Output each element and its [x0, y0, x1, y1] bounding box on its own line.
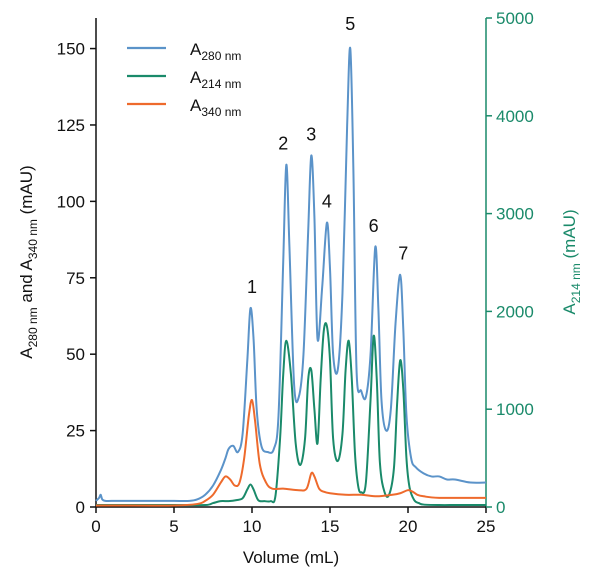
x-tick-label: 10	[243, 517, 262, 536]
y-right-title-tail: (mAU)	[560, 209, 579, 263]
y-right-title-sub: 214 nm	[569, 263, 583, 303]
y-left-tick-label: 0	[76, 498, 85, 517]
y-right-tick-label: 3000	[496, 205, 534, 224]
y-left-tick-label: 125	[57, 116, 85, 135]
y-left-tick-label: 50	[66, 345, 85, 364]
legend-a214-main: A	[190, 68, 202, 87]
y-right-ticks-group: 0 1000 2000 3000 4000 5000	[486, 9, 534, 517]
peak-label: 5	[345, 14, 355, 34]
legend-a340-sub: 340 nm	[201, 105, 241, 119]
peak-label: 3	[306, 124, 316, 144]
series-line-a214	[96, 322, 486, 507]
y-left-ticks-group: 0 25 50 75 100 125 150	[57, 40, 96, 517]
y-right-tick-label: 2000	[496, 302, 534, 321]
y-left-title-mid: and A	[17, 258, 36, 307]
y-right-tick-label: 0	[496, 498, 505, 517]
legend-label-a280: A280 nm	[190, 40, 241, 63]
x-tick-label: 15	[321, 517, 340, 536]
legend-label-a214: A214 nm	[190, 68, 241, 91]
peak-label: 1	[247, 277, 257, 297]
peak-label: 7	[398, 243, 408, 263]
y-left-tick-label: 75	[66, 269, 85, 288]
x-tick-label: 25	[477, 517, 496, 536]
y-left-tick-label: 150	[57, 40, 85, 59]
legend-a340-main: A	[190, 96, 202, 115]
y-left-tick-label: 25	[66, 422, 85, 441]
y-left-title-a: A	[17, 347, 36, 359]
legend-a280-main: A	[190, 40, 202, 59]
y-left-title-sub-a: 280 nm	[26, 307, 40, 347]
x-tick-label: 0	[91, 517, 100, 536]
peak-label: 6	[369, 216, 379, 236]
y-right-tick-label: 1000	[496, 400, 534, 419]
x-ticks-group: 0 5 10 15 20 25	[91, 507, 495, 536]
series-line-a340	[95, 398, 487, 507]
y-right-title-main: A	[560, 303, 579, 315]
legend: A280 nm A214 nm A340 nm	[127, 40, 241, 119]
y-left-title-sub-b: 340 nm	[26, 219, 40, 259]
legend-a280-sub: 280 nm	[201, 49, 241, 63]
series-line-a280	[95, 46, 487, 502]
y-right-tick-label: 4000	[496, 107, 534, 126]
legend-a214-sub: 214 nm	[201, 77, 241, 91]
legend-label-a340: A340 nm	[190, 96, 241, 119]
axes-group	[95, 18, 487, 508]
y-left-axis-title: A280 nm and A340 nm (mAU)	[17, 165, 40, 358]
series-group	[95, 46, 487, 507]
y-right-tick-label: 5000	[496, 9, 534, 28]
peak-label: 2	[278, 133, 288, 153]
x-axis-title: Volume (mL)	[243, 548, 339, 567]
y-left-title-tail: (mAU)	[17, 165, 36, 219]
peak-label: 4	[322, 191, 332, 211]
y-right-axis-title: A214 nm (mAU)	[560, 209, 583, 314]
x-tick-label: 5	[169, 517, 178, 536]
y-left-tick-label: 100	[57, 192, 85, 211]
x-tick-label: 20	[399, 517, 418, 536]
